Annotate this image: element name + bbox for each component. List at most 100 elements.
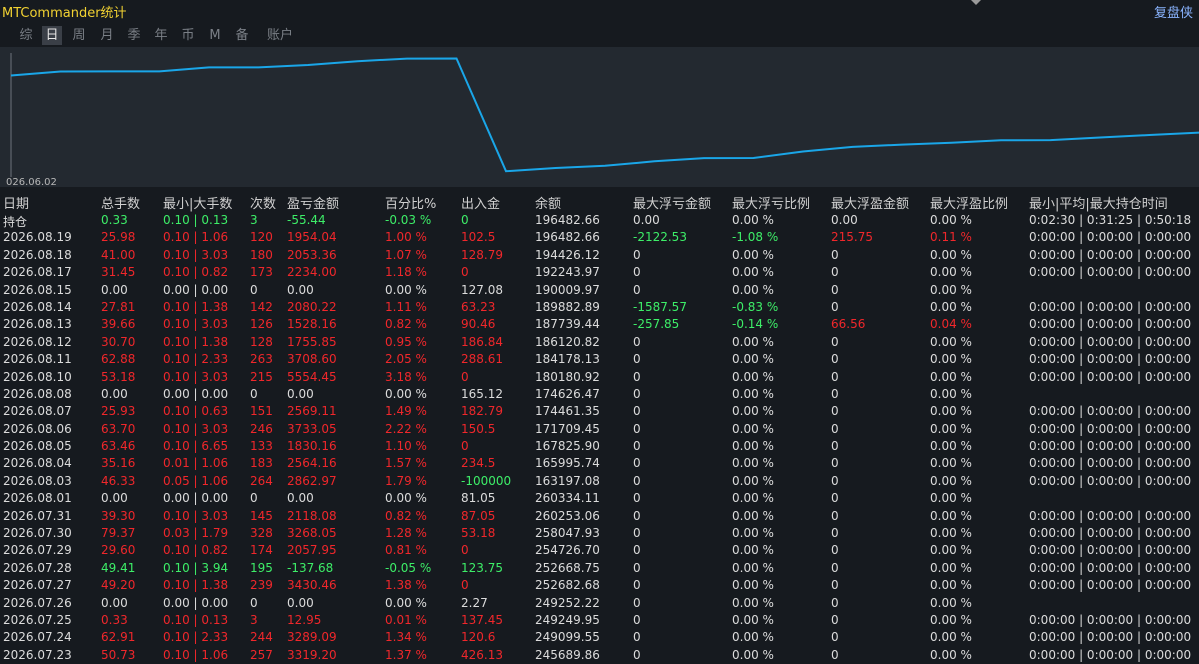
cell-col-4: 3289.09: [287, 630, 337, 645]
table-row[interactable]: 2026.08.05 63.46 0.10 | 6.65 133 1830.16 1.10…: [0, 438, 1199, 455]
header-col-9[interactable]: 最大浮亏比例: [732, 197, 811, 212]
tab-2[interactable]: 周: [72, 28, 86, 43]
table-row[interactable]: 2026.08.17 31.45 0.10 | 0.82 173 2234.00 1.18…: [0, 264, 1199, 281]
table-row[interactable]: 2026.07.23 50.73 0.10 | 1.06 257 3319.20 1.37…: [0, 647, 1199, 664]
table-row[interactable]: 2026.07.30 79.37 0.03 | 1.79 328 3268.05 1.28…: [0, 525, 1199, 542]
equity-line: [10, 57, 1199, 173]
cell-col-7: 184178.13: [535, 352, 600, 367]
header-col-2[interactable]: 最小|大手数: [163, 197, 233, 212]
dropdown-caret-icon[interactable]: [971, 0, 981, 5]
table-row[interactable]: 2026.08.06 63.70 0.10 | 3.03 246 3733.05 2.22…: [0, 421, 1199, 438]
cell-col-12: 0:00:00 | 0:00:00 | 0:00:00: [1029, 352, 1192, 367]
header-col-1[interactable]: 总手数: [101, 197, 141, 212]
table-row[interactable]: 2026.07.24 62.91 0.10 | 2.33 244 3289.09 1.34…: [0, 629, 1199, 646]
cell-col-7: 249249.95: [535, 612, 600, 627]
cell-col-6: 0: [461, 369, 469, 384]
tab-3[interactable]: 月: [100, 28, 114, 43]
table-row[interactable]: 2026.07.25 0.33 0.10 | 0.13 3 12.95 0.01 % 137…: [0, 612, 1199, 629]
cell-col-11: 0.00 %: [930, 456, 972, 471]
cell-col-5: 0.82 %: [385, 317, 427, 332]
cell-col-9: 0.00 %: [732, 334, 774, 349]
cell-col-12: 0:00:00 | 0:00:00 | 0:00:00: [1029, 404, 1192, 419]
tab-0[interactable]: 综: [19, 28, 33, 43]
table-row[interactable]: 2026.08.11 62.88 0.10 | 2.33 263 3708.60 2.05…: [0, 351, 1199, 368]
cell-col-11: 0.00 %: [930, 299, 972, 314]
table-row[interactable]: 2026.08.15 0.00 0.00 | 0.00 0 0.00 0.00 % 127.…: [0, 282, 1199, 299]
header-col-4[interactable]: 盈亏金额: [287, 197, 340, 212]
table-row[interactable]: 2026.08.12 30.70 0.10 | 1.38 128 1755.85 0.95…: [0, 334, 1199, 351]
cell-col-4: 2118.08: [287, 508, 337, 523]
header-col-12[interactable]: 最小|平均|最大持仓时间: [1029, 197, 1168, 212]
cell-col-8: 0: [633, 612, 641, 627]
cell-col-3: 244: [250, 630, 273, 645]
cell-col-0: 2026.08.18: [3, 247, 72, 262]
header-col-10[interactable]: 最大浮盈金额: [831, 197, 910, 212]
tab-4[interactable]: 季: [127, 28, 141, 43]
table-row[interactable]: 2026.08.03 46.33 0.05 | 1.06 264 2862.97 1.79…: [0, 473, 1199, 490]
header-col-3[interactable]: 次数: [250, 197, 277, 212]
cell-col-12: 0:00:00 | 0:00:00 | 0:00:00: [1029, 439, 1192, 454]
cell-col-10: 0: [831, 334, 839, 349]
table-row[interactable]: 2026.08.18 41.00 0.10 | 3.03 180 2053.36 1.07…: [0, 247, 1199, 264]
cell-col-3: 145: [250, 508, 273, 523]
fupan-link[interactable]: 复盘侠: [1153, 6, 1193, 21]
table-row[interactable]: 2026.07.26 0.00 0.00 | 0.00 0 0.00 0.00 % 2.27…: [0, 595, 1199, 612]
cell-col-1: 30.70: [101, 334, 136, 349]
cell-col-2: 0.10 | 2.33: [163, 352, 229, 367]
cell-col-7: 171709.45: [535, 421, 600, 436]
table-row[interactable]: 2026.08.04 35.16 0.01 | 1.06 183 2564.16 1.57…: [0, 455, 1199, 472]
tab-1[interactable]: 日: [42, 26, 62, 45]
cell-col-10: 0: [831, 421, 839, 436]
cell-col-7: 260334.11: [535, 491, 600, 506]
cell-col-2: 0.10 | 0.13: [163, 213, 229, 227]
tab-6[interactable]: 币: [181, 28, 195, 43]
table-row[interactable]: 2026.07.28 49.41 0.10 | 3.94 195 -137.68 -0.0…: [0, 560, 1199, 577]
cell-col-11: 0.00 %: [930, 404, 972, 419]
table-row[interactable]: 2026.08.10 53.18 0.10 | 3.03 215 5554.45 3.18…: [0, 369, 1199, 386]
cell-col-5: 0.00 %: [385, 282, 427, 297]
header-col-5[interactable]: 百分比%: [385, 197, 437, 212]
cell-col-11: 0.00 %: [930, 282, 972, 297]
cell-col-4: 1830.16: [287, 439, 337, 454]
table-row[interactable]: 2026.08.01 0.00 0.00 | 0.00 0 0.00 0.00 % 81.0…: [0, 490, 1199, 507]
cell-col-12: 0:00:00 | 0:00:00 | 0:00:00: [1029, 421, 1192, 436]
tab-8[interactable]: 备: [235, 28, 249, 43]
cell-col-1: 35.16: [101, 456, 136, 471]
cell-col-3: 0: [250, 282, 258, 297]
tab-9[interactable]: 账户: [266, 28, 293, 43]
table-row[interactable]: 2026.07.31 39.30 0.10 | 3.03 145 2118.08 0.82…: [0, 508, 1199, 525]
cell-col-7: 260253.06: [535, 508, 600, 523]
tab-5[interactable]: 年: [154, 28, 168, 43]
header-col-8[interactable]: 最大浮亏金额: [633, 197, 712, 212]
cell-col-9: 0.00 %: [732, 439, 774, 454]
table-row[interactable]: 2026.08.07 25.93 0.10 | 0.63 151 2569.11 1.49…: [0, 403, 1199, 420]
cell-col-9: 0.00 %: [732, 473, 774, 488]
cell-col-6: 182.79: [461, 404, 503, 419]
cell-col-4: 0.00: [287, 282, 314, 297]
chart-start-date: 026.06.02: [6, 177, 57, 188]
cell-col-3: 195: [250, 560, 273, 575]
table-row[interactable]: 2026.07.29 29.60 0.10 | 0.82 174 2057.95 0.81…: [0, 542, 1199, 559]
table-row[interactable]: 2026.08.13 39.66 0.10 | 3.03 126 1528.16 0.82…: [0, 316, 1199, 333]
cell-col-9: 0.00 %: [732, 595, 774, 610]
table-row[interactable]: 2026.08.19 25.98 0.10 | 1.06 120 1954.04 1.00…: [0, 229, 1199, 246]
cell-col-4: 3733.05: [287, 421, 337, 436]
cell-col-7: 187739.44: [535, 317, 600, 332]
table-row[interactable]: 2026.08.14 27.81 0.10 | 1.38 142 2080.22 1.11…: [0, 299, 1199, 316]
header-col-6[interactable]: 出入金: [461, 197, 501, 212]
cell-col-6: 120.6: [461, 630, 496, 645]
open-position-row[interactable]: 持仓 0.33 0.10 | 0.13 3 -55.44 -0.03 % 0 196482.6…: [0, 212, 1199, 229]
cell-col-3: 120: [250, 230, 273, 245]
cell-col-9: 0.00 %: [732, 386, 774, 401]
header-col-0[interactable]: 日期: [3, 197, 30, 212]
header-col-11[interactable]: 最大浮盈比例: [930, 197, 1009, 212]
cell-col-5: 0.81 %: [385, 543, 427, 558]
tab-7[interactable]: M: [209, 28, 221, 43]
cell-col-8: 0: [633, 404, 641, 419]
header-col-7[interactable]: 余额: [535, 197, 562, 212]
table-row[interactable]: 2026.07.27 49.20 0.10 | 1.38 239 3430.46 1.38…: [0, 577, 1199, 594]
table-row[interactable]: 2026.08.08 0.00 0.00 | 0.00 0 0.00 0.00 % 165.…: [0, 386, 1199, 403]
cell-col-12: 0:00:00 | 0:00:00 | 0:00:00: [1029, 473, 1192, 488]
cell-col-12: 0:00:00 | 0:00:00 | 0:00:00: [1029, 265, 1192, 280]
cell-col-10: 0.00: [831, 213, 858, 227]
